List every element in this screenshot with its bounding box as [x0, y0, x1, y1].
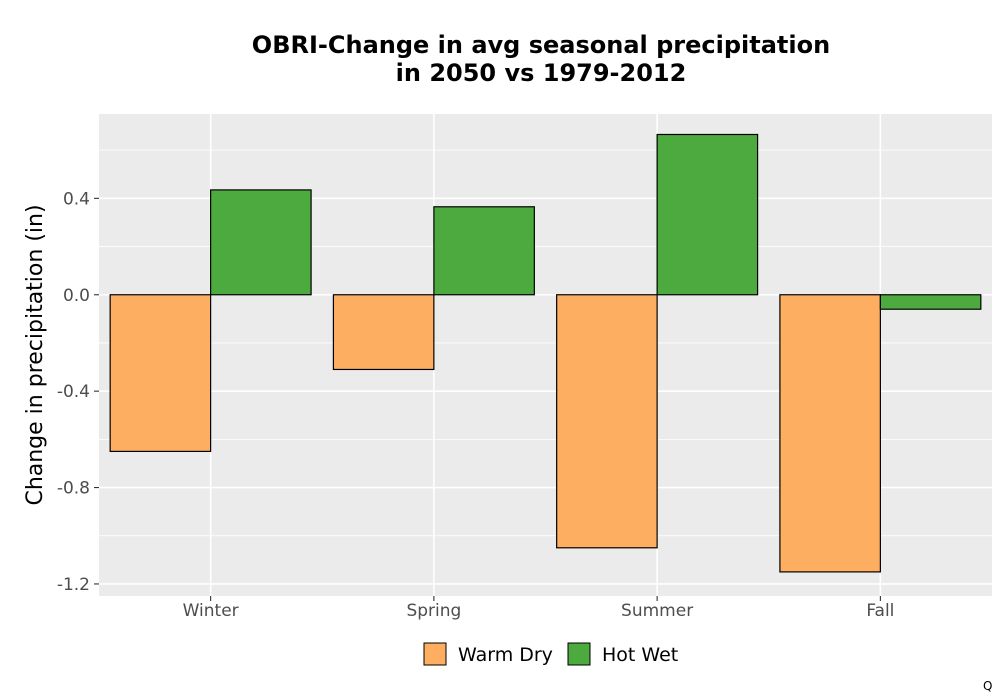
y-axis: -1.2 -0.8 -0.4 0.0 0.4 — [57, 189, 99, 595]
legend-swatch-warm-dry — [423, 642, 447, 666]
bars-group — [109, 133, 982, 573]
x-tick-label-summer: Summer — [621, 601, 693, 621]
legend: Warm Dry Hot Wet — [423, 642, 678, 666]
legend-swatch-hot-wet — [567, 642, 591, 666]
y-tick-label: -0.4 — [57, 382, 90, 402]
bar-hot-wet-fall — [879, 294, 982, 310]
y-axis-title: Change in precipitation (in) — [23, 204, 48, 505]
bar-hot-wet-winter — [210, 189, 312, 296]
y-tick-label: -1.2 — [57, 575, 90, 595]
legend-label-hot-wet: Hot Wet — [602, 644, 678, 666]
x-tick-label-fall: Fall — [866, 601, 894, 621]
y-tick-label: 0.0 — [63, 286, 90, 306]
chart-title-line1: OBRI-Change in avg seasonal precipitatio… — [252, 31, 830, 59]
x-axis: Winter Spring Summer Fall — [183, 596, 894, 621]
bar-warm-dry-summer — [556, 294, 658, 549]
bar-hot-wet-summer — [656, 133, 759, 296]
bar-warm-dry-spring — [332, 294, 435, 371]
x-tick-label-winter: Winter — [183, 601, 239, 621]
bar-warm-dry-fall — [779, 294, 881, 573]
y-tick-label: 0.4 — [63, 189, 90, 209]
legend-label-warm-dry: Warm Dry — [458, 644, 553, 666]
x-tick-label-spring: Spring — [406, 601, 461, 621]
chart-title-line2: in 2050 vs 1979-2012 — [396, 59, 687, 87]
bar-warm-dry-winter — [109, 294, 212, 452]
y-tick-label: -0.8 — [57, 479, 90, 499]
corner-mark: Q — [983, 679, 992, 693]
bar-hot-wet-spring — [433, 206, 535, 296]
